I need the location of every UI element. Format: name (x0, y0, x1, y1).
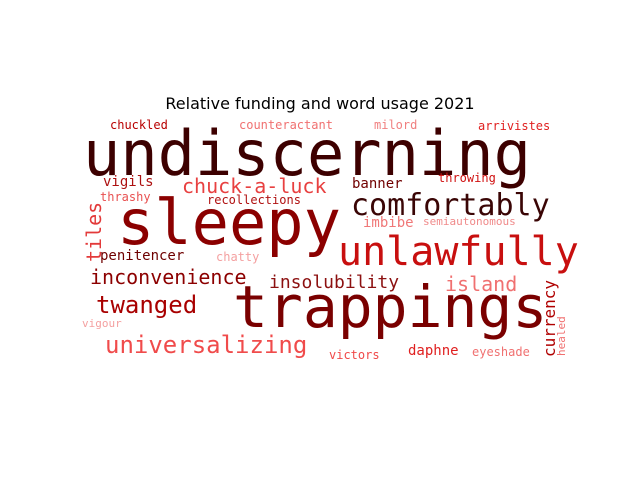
word-inconvenience: inconvenience (90, 265, 247, 289)
word-chatty: chatty (216, 250, 260, 264)
word-victors: victors (329, 348, 380, 362)
word-imbibe: imbibe (363, 215, 414, 231)
word-trappings: trappings (233, 273, 548, 341)
word-chuck-a-luck: chuck-a-luck (182, 174, 327, 198)
word-insolubility: insolubility (269, 272, 400, 293)
word-vigils: vigils (103, 174, 154, 190)
word-daphne: daphne (408, 343, 459, 359)
chart-title: Relative funding and word usage 2021 (165, 94, 475, 113)
word-arrivistes: arrivistes (478, 119, 551, 133)
word-throwing: throwing (438, 171, 496, 185)
word-thrashy: thrashy (100, 190, 151, 204)
word-sleepy: sleepy (117, 186, 341, 259)
word-undiscerning: undiscerning (83, 117, 531, 190)
word-chuckled: chuckled (110, 118, 168, 132)
word-unlawfully: unlawfully (338, 229, 579, 275)
word-cloud: undiscerning sleepy trappings unlawfully… (80, 117, 579, 362)
word-penitencer: penitencer (100, 248, 185, 264)
word-milord: milord (374, 118, 418, 132)
word-banner: banner (352, 176, 403, 192)
word-universalizing: universalizing (105, 331, 308, 359)
word-semiautonomous: semiautonomous (423, 215, 516, 228)
word-counteractant: counteractant (239, 118, 333, 132)
word-island: island (445, 272, 518, 296)
word-recollections: recollections (207, 193, 301, 207)
word-healed: healed (555, 316, 568, 356)
word-comfortably: comfortably (351, 188, 550, 223)
word-vigour: vigour (82, 317, 122, 330)
word-twanged: twanged (96, 291, 198, 319)
word-eyeshade: eyeshade (472, 345, 530, 359)
